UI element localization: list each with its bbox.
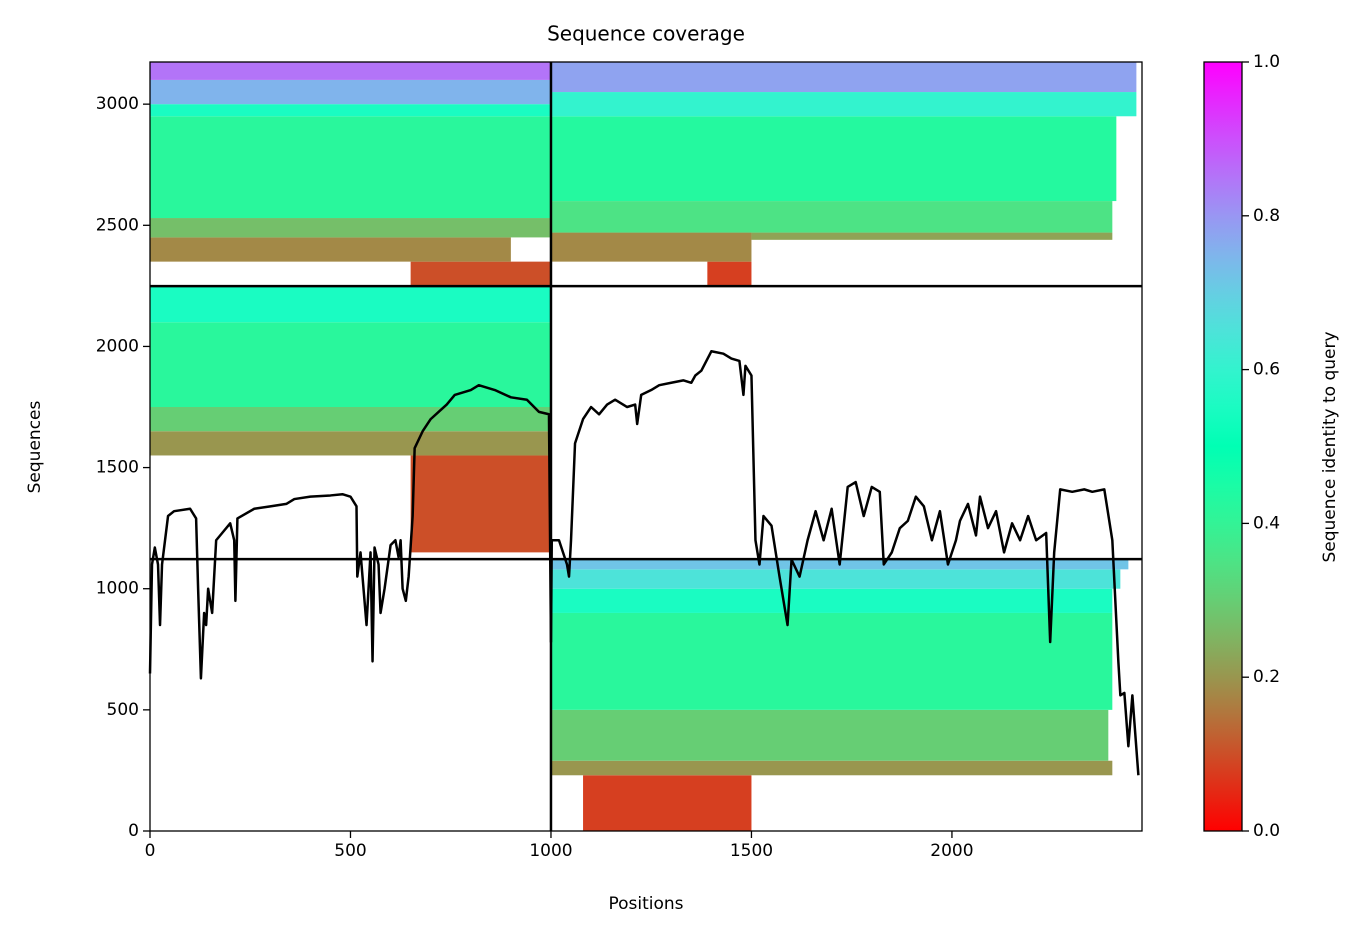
coverage-block: [150, 431, 551, 456]
coverage-block: [550, 760, 1113, 776]
y-tick-label: 0: [128, 821, 139, 841]
colorbar: [1203, 61, 1243, 832]
coverage-block: [751, 232, 1113, 240]
y-tick-label: 2500: [96, 215, 139, 235]
y-tick-label: 3000: [96, 94, 139, 114]
coverage-block: [150, 322, 551, 408]
coverage-block: [550, 92, 1137, 117]
x-tick-label: 1500: [730, 841, 773, 861]
coverage-block: [150, 218, 551, 238]
chart-title: Sequence coverage: [547, 22, 745, 46]
colorbar-tick-label: 0.0: [1253, 821, 1280, 841]
coverage-block: [150, 79, 551, 105]
coverage-block: [550, 612, 1113, 710]
coverage-block: [150, 237, 511, 262]
y-tick-label: 500: [107, 700, 139, 720]
x-tick-label: 2000: [930, 841, 973, 861]
coverage-block: [410, 261, 551, 286]
coverage-block: [550, 709, 1109, 761]
coverage-block: [583, 775, 752, 831]
plot-frame: [149, 61, 1143, 832]
coverage-block: [550, 62, 1137, 93]
coverage-block: [410, 455, 551, 553]
coverage-block: [150, 407, 551, 432]
y-tick-label: 2000: [96, 336, 139, 356]
colorbar-tick-label: 0.4: [1253, 513, 1280, 533]
colorbar-label: Sequence identity to query: [1320, 331, 1340, 562]
coverage-block: [550, 232, 752, 262]
coverage-block: [707, 261, 752, 286]
coverage-block: [550, 201, 1113, 233]
x-axis-label: Positions: [608, 894, 683, 914]
coverage-block: [150, 62, 551, 80]
colorbar-tick-label: 1.0: [1253, 52, 1280, 72]
y-tick-label: 1000: [96, 579, 139, 599]
colorbar-tick-label: 0.8: [1253, 206, 1280, 226]
coverage-line: [148, 350, 1140, 776]
coverage-block: [550, 569, 1121, 589]
coverage-block: [150, 286, 551, 323]
coverage-block: [550, 116, 1117, 202]
coverage-block: [150, 116, 551, 219]
x-tick-label: 1000: [529, 841, 572, 861]
x-tick-label: 500: [334, 841, 366, 861]
coverage-block: [150, 104, 551, 117]
y-tick-label: 1500: [96, 458, 139, 478]
x-tick-label: 0: [145, 841, 156, 861]
coverage-block: [550, 588, 1113, 613]
colorbar-tick-label: 0.2: [1253, 667, 1280, 687]
colorbar-tick-label: 0.6: [1253, 360, 1280, 380]
y-axis-label: Sequences: [25, 401, 45, 494]
